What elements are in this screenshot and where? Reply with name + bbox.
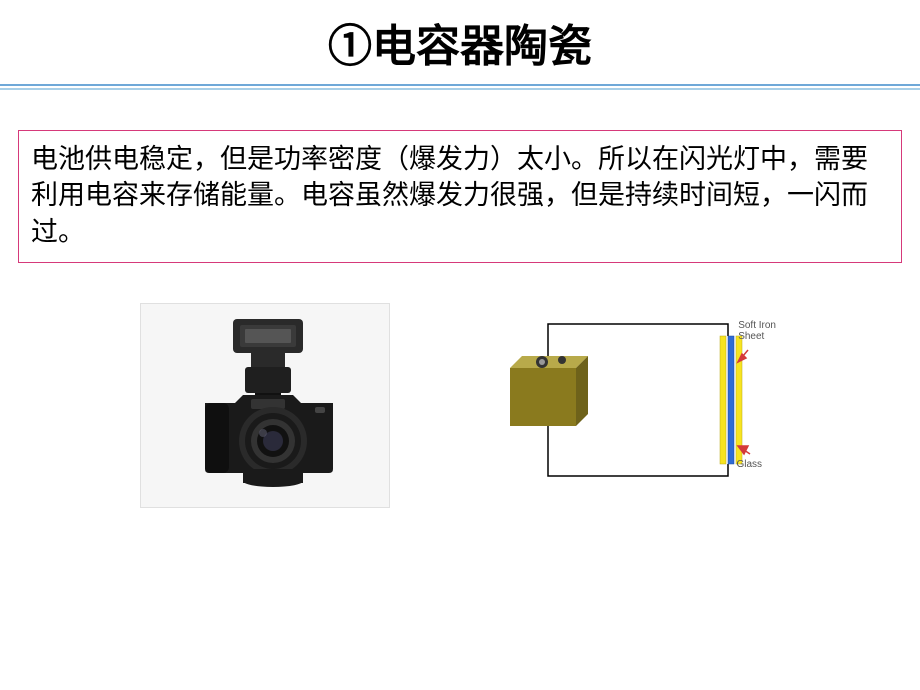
soft-iron-label: Soft IronSheet (738, 320, 776, 342)
slide-title: ①电容器陶瓷 (0, 0, 920, 84)
camera-image (140, 303, 390, 508)
circuit-diagram: Soft IronSheet Glass (480, 306, 780, 506)
circuit-svg (480, 306, 780, 506)
body-text: 电池供电稳定，但是功率密度（爆发力）太小。所以在闪光灯中，需要利用电容来存储能量… (31, 144, 868, 247)
camera-svg (155, 311, 375, 501)
images-row: Soft IronSheet Glass (0, 303, 920, 508)
body-text-box: 电池供电稳定，但是功率密度（爆发力）太小。所以在闪光灯中，需要利用电容来存储能量… (18, 130, 902, 263)
title-divider (0, 84, 920, 90)
glass-label: Glass (736, 459, 762, 470)
